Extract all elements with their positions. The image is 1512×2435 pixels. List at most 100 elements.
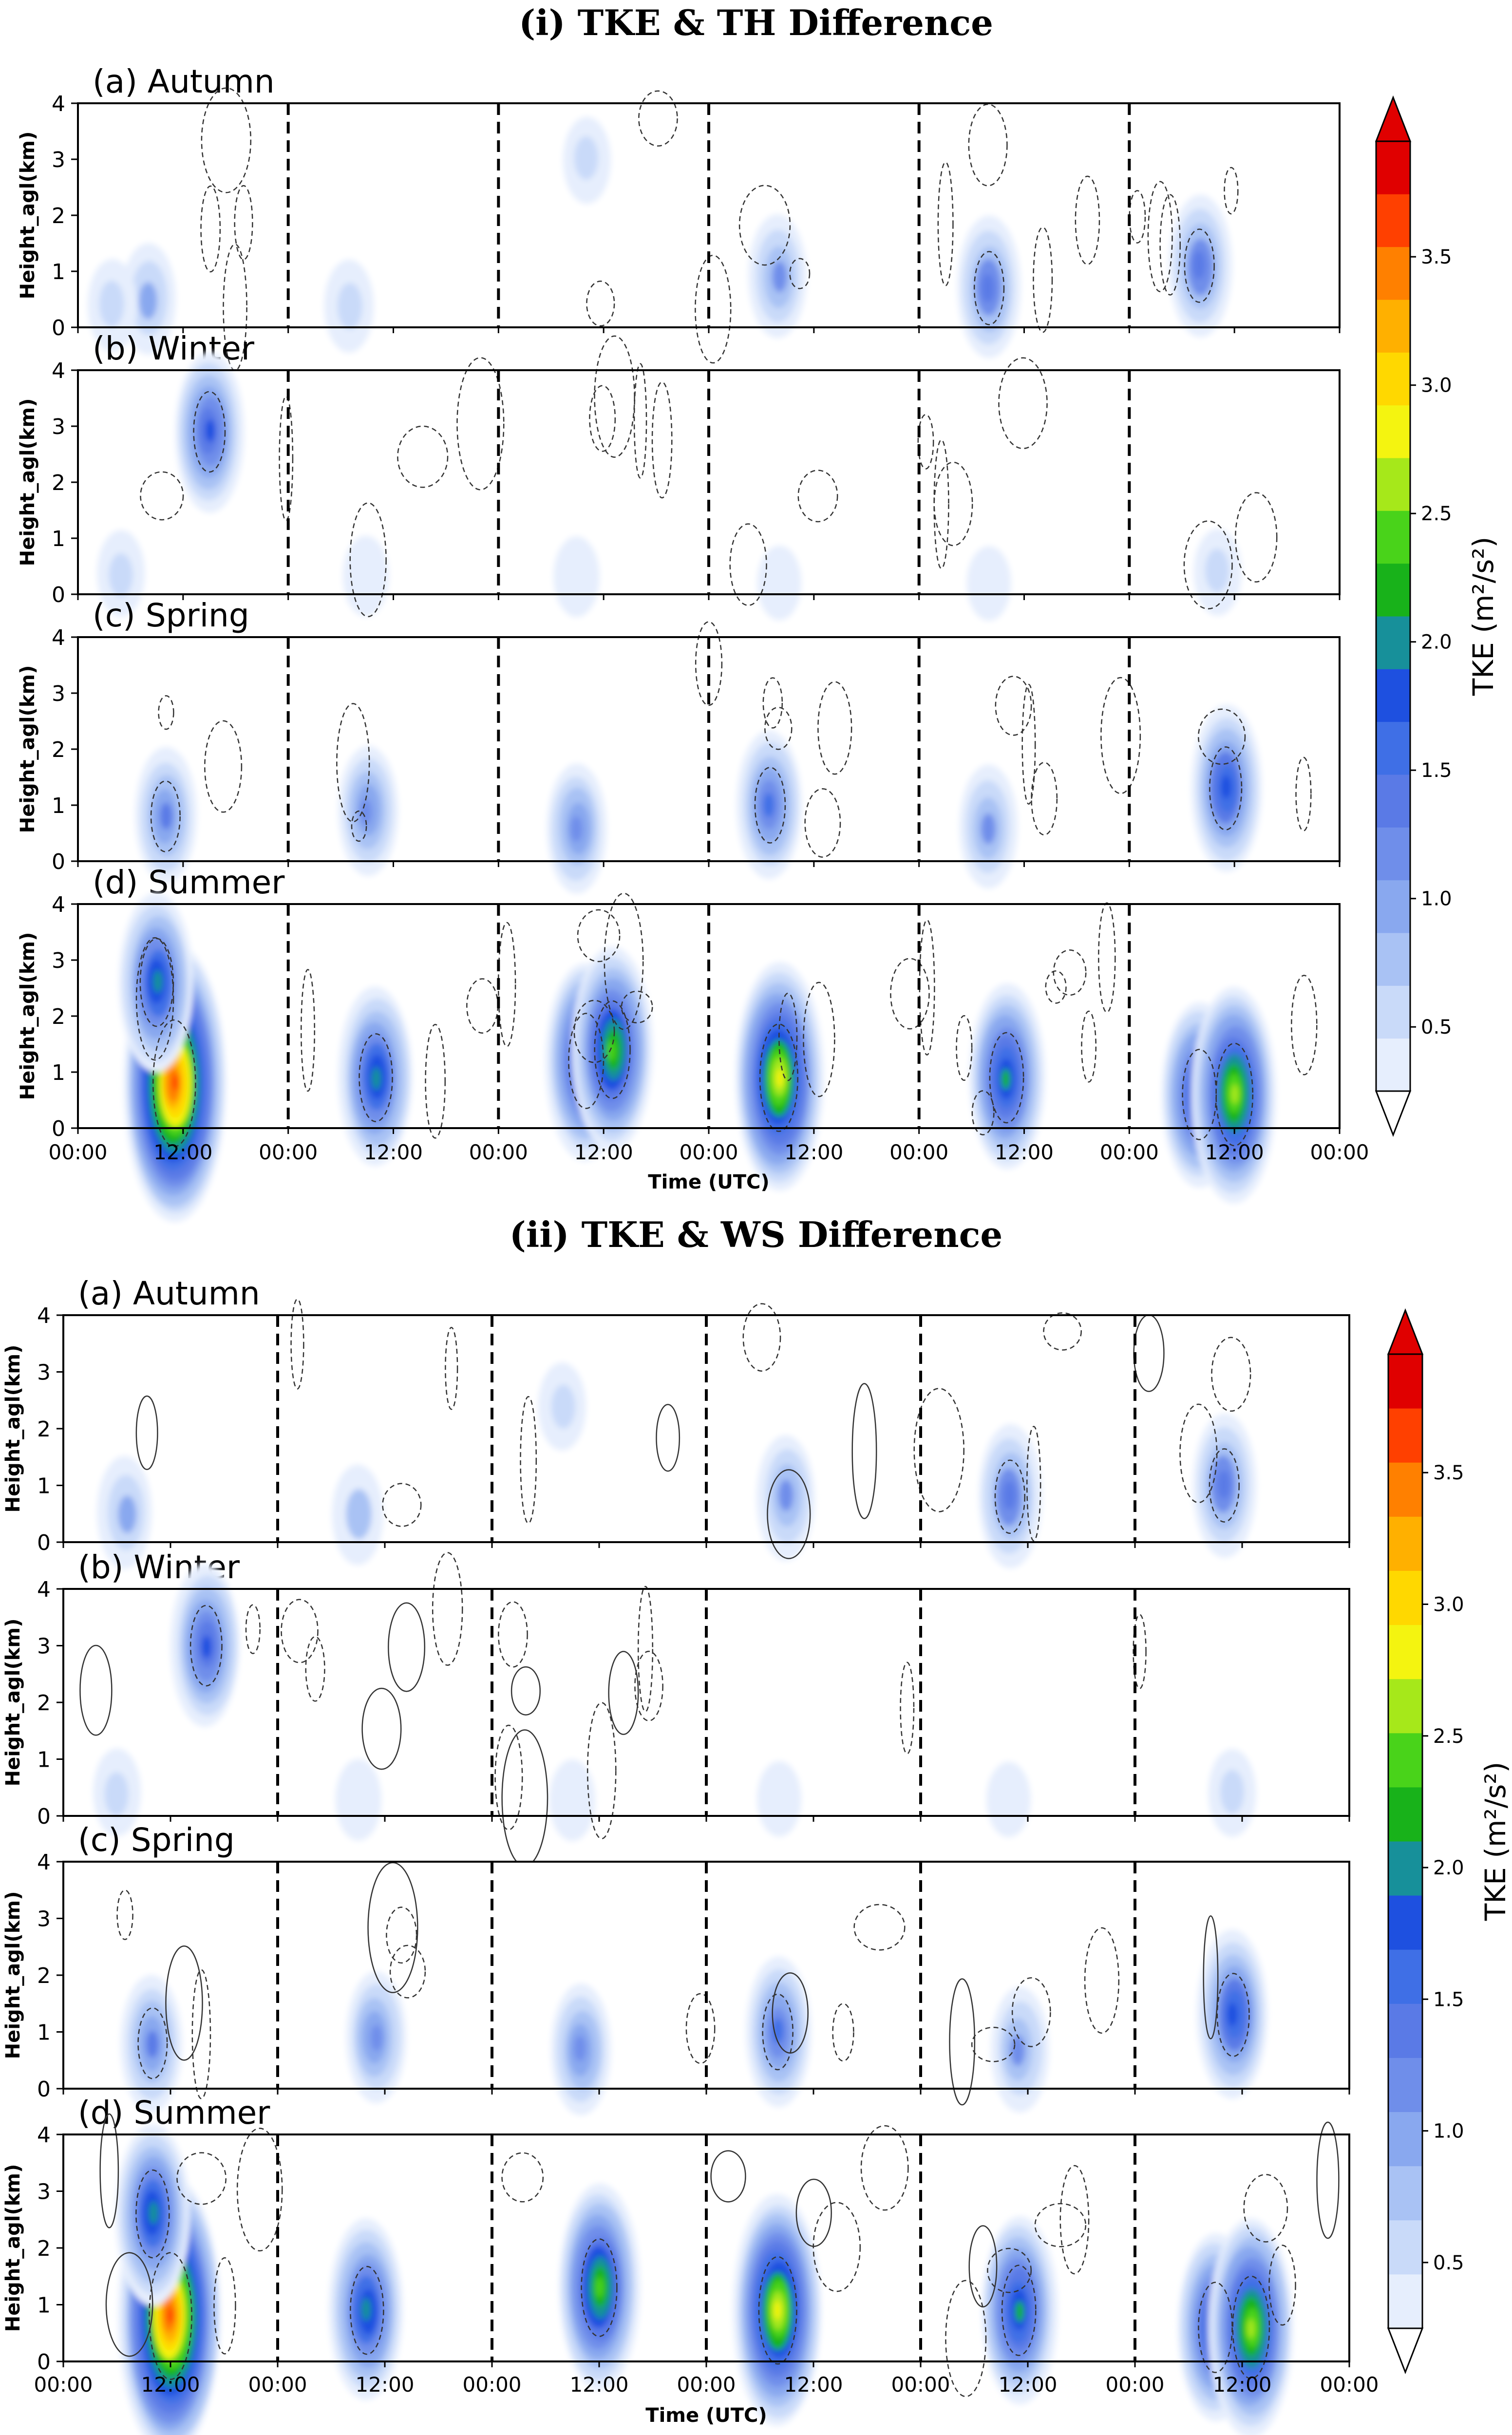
contour-line — [135, 1395, 158, 1471]
colorbar-segment — [1388, 1516, 1422, 1571]
colorbar-frame — [1375, 140, 1411, 1092]
contour-line — [149, 2252, 192, 2380]
contour-line — [778, 992, 798, 1081]
tke-core-level — [146, 2030, 159, 2058]
x-tick-label: 12:00 — [574, 1140, 633, 1164]
y-tick-label: 4 — [52, 625, 65, 650]
figure-title: (i) TKE & TH Difference — [519, 2, 993, 43]
x-tick-label: 00:00 — [48, 1140, 107, 1164]
colorbar-segment — [1376, 933, 1410, 986]
y-tick-label: 1 — [52, 260, 65, 284]
contour-line — [305, 1636, 325, 1702]
y-tick-label: 4 — [37, 1577, 51, 1602]
difference-contours — [99, 2113, 1340, 2397]
panel-4: (d) Summer 0 1 2 3 4 Height_agl(km) — [2, 2094, 1350, 2435]
contour-line — [759, 1023, 798, 1132]
panel-label: (d) Summer — [78, 2094, 270, 2132]
contour-line — [604, 892, 644, 1030]
contour-line — [361, 1687, 402, 1770]
contour-line — [494, 1724, 523, 1831]
x-tick-label: 00:00 — [1320, 2373, 1379, 2397]
colorbar-segment — [1376, 458, 1410, 511]
y-tick-label: 1 — [52, 793, 65, 818]
contour-line — [432, 1552, 463, 1666]
tke-core-level — [776, 1069, 784, 1088]
contour-line — [1224, 167, 1239, 215]
contour-line — [634, 1650, 663, 1721]
contour-line — [710, 2150, 746, 2203]
tke-field — [97, 1362, 1257, 1569]
tke-core-level — [347, 1779, 371, 1821]
tke-core-level — [565, 558, 588, 599]
contour-line — [762, 1993, 794, 2071]
tke-core-level — [139, 282, 157, 320]
y-axis-label: Height_agl(km) — [17, 132, 39, 300]
tke-core-level — [979, 565, 1002, 603]
contour-line — [949, 1978, 976, 2106]
x-tick-label: 12:00 — [153, 1140, 212, 1164]
contour-line — [200, 185, 221, 273]
tke-field — [93, 1564, 1256, 1841]
contour-line — [1031, 762, 1058, 836]
contour-line — [989, 1032, 1024, 1124]
y-tick-label: 4 — [37, 2123, 51, 2148]
tke-core-level — [1192, 250, 1206, 280]
panel-2: (b) Winter 0 1 2 3 4 Height_agl(km) — [17, 330, 1341, 621]
y-tick-label: 2 — [37, 1417, 51, 1442]
colorbar-segment — [1388, 2057, 1422, 2113]
y-tick-label: 1 — [37, 1474, 51, 1499]
x-tick-label: 12:00 — [1212, 2373, 1271, 2397]
tke-core-level — [778, 1479, 794, 1511]
contour-line — [79, 1644, 113, 1736]
colorbar-segment — [1388, 1624, 1422, 1680]
contour-line — [1209, 1448, 1240, 1523]
tke-core-level — [361, 2298, 371, 2321]
contour-line — [351, 810, 367, 842]
contour-line — [510, 1666, 541, 1716]
colorbar-segment — [1388, 2003, 1422, 2058]
contour-line — [152, 1019, 196, 1148]
contour-line — [789, 258, 811, 289]
tke-core-level — [607, 1040, 616, 1061]
tke-core-level — [763, 793, 775, 818]
colorbar-segment — [1388, 1949, 1422, 2004]
contour-line — [139, 938, 174, 1027]
y-tick-label: 3 — [52, 681, 65, 706]
y-tick-label: 2 — [37, 1691, 51, 1716]
y-tick-label: 4 — [37, 1850, 51, 1875]
contour-line — [1243, 2174, 1288, 2243]
x-tick-label: 00:00 — [34, 2373, 93, 2397]
contour-line — [1211, 1337, 1251, 1412]
tke-core-level — [359, 798, 372, 825]
contour-line — [105, 2252, 153, 2357]
colorbar-segment — [1376, 141, 1410, 194]
colorbar-segment — [1388, 2274, 1422, 2329]
x-tick-label: 12:00 — [364, 1140, 423, 1164]
colorbar-segment — [1388, 1354, 1422, 1409]
x-tick-label: 00:00 — [469, 1140, 528, 1164]
contour-line — [917, 414, 934, 470]
tke-core-level — [774, 2301, 781, 2320]
contour-line — [116, 1889, 133, 1940]
contour-line — [695, 255, 732, 364]
contour-line — [204, 720, 243, 813]
panel-label: (a) Autumn — [78, 1275, 260, 1312]
y-tick-label: 0 — [52, 849, 65, 874]
colorbar-extend-min — [1375, 1090, 1412, 1137]
tke-core-level — [1217, 1470, 1230, 1499]
figure-2: (ii) TKE & WS Difference(a) Autumn01234H… — [2, 1214, 1512, 2435]
colorbar: 0.5 1.0 1.5 2.0 2.5 3.0 3.5 TKE (m²/s²) — [1387, 1308, 1512, 2375]
y-tick-label: 1 — [37, 1748, 51, 1773]
contour-line — [762, 677, 783, 729]
contour-line — [389, 1944, 426, 1999]
contour-line — [1147, 181, 1173, 292]
tke-field — [135, 704, 1262, 894]
colorbar-segment — [1376, 721, 1410, 775]
y-tick-label: 0 — [52, 583, 65, 607]
contour-line — [695, 621, 723, 706]
contour-line — [971, 1090, 995, 1135]
y-tick-label: 3 — [52, 148, 65, 172]
x-tick-label: 00:00 — [462, 2373, 521, 2397]
colorbar-segment — [1376, 880, 1410, 933]
